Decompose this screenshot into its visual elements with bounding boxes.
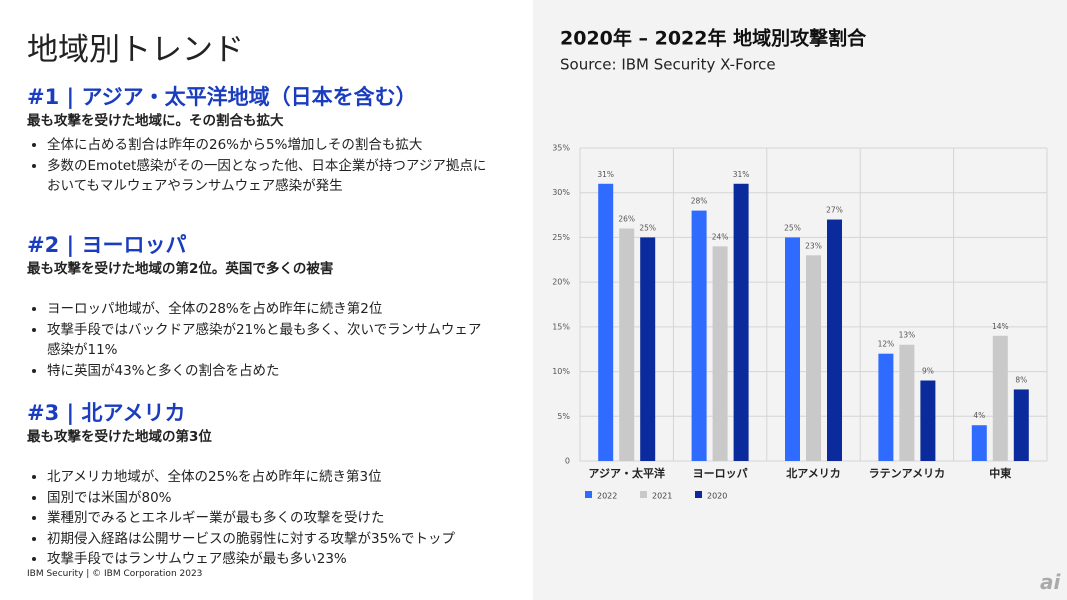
value-label: 9% [922,367,934,376]
x-tick-label: 北アメリカ [786,466,840,480]
bullet: 国別では米国が80% [47,488,487,509]
bullet: 攻撃手段ではバックドア感染が21%と最も多く、次いでランサムウェア感染が11% [47,320,487,361]
x-tick-label: ヨーロッパ [693,467,748,480]
bar [712,246,728,461]
value-label: 27% [826,206,843,215]
bar [971,425,987,461]
value-label: 25% [784,223,801,232]
bullet-list: 北アメリカ地域が、全体の25%を占め昨年に続き第3位国別では米国が80%業種別で… [27,467,487,570]
value-label: 25% [639,223,656,232]
bar [785,237,800,461]
bar [878,353,894,461]
value-label: 23% [805,241,822,250]
value-label: 8% [1015,375,1027,384]
value-label: 4% [973,411,985,420]
section-subheading: 最も攻撃を受けた地域の第2位。英国で多くの被害 [27,261,334,277]
y-tick-label: 35% [552,144,570,153]
bullet: 攻撃手段ではランサムウェア感染が最も多い23% [47,549,487,570]
bar [1013,389,1029,461]
bar [899,344,915,461]
x-tick-label: ラテンアメリカ [869,467,945,480]
x-tick-label: アジア・太平洋 [588,466,665,480]
section: #3 | 北アメリカ最も攻撃を受けた地域の第3位北アメリカ地域が、全体の25%を… [27,399,507,570]
y-tick-label: 30% [552,188,570,197]
legend-swatch [585,491,592,498]
value-label: 12% [878,340,895,349]
bar [691,210,707,461]
chart-subtitle: Source: IBM Security X-Force [560,56,776,74]
bullet: 特に英国が43%と多くの割合を占めた [47,361,487,382]
slide-title: 地域別トレンド [27,32,244,68]
bar [827,219,842,461]
section-subheading: 最も攻撃を受けた地域に。その割合も拡大 [27,113,284,129]
x-tick-label: 中東 [989,466,1012,480]
value-label: 14% [992,322,1009,331]
chart: 2020年 – 2022年 地域別攻撃割合 Source: IBM Securi… [552,27,1048,501]
y-tick-label: 0 [565,457,570,466]
section-heading: #2 | ヨーロッパ [27,233,187,257]
value-label: 13% [899,331,916,340]
section-subheading: 最も攻撃を受けた地域の第3位 [27,429,212,445]
value-label: 24% [712,232,729,241]
section-heading: #3 | 北アメリカ [27,401,186,425]
value-label: 28% [691,197,708,206]
value-label: 31% [733,170,750,179]
bullet: 初期侵入経路は公開サービスの脆弱性に対する攻撃が35%でトップ [47,529,487,550]
bullet-list: 全体に占める割合は昨年の26%から5%増加しその割合も拡大多数のEmotet感染… [27,135,487,197]
y-tick-label: 15% [552,322,570,331]
bar [920,380,936,461]
bullet: ヨーロッパ地域が、全体の28%を占め昨年に続き第2位 [47,299,487,320]
footer: IBM Security | © IBM Corporation 2023 [27,569,203,579]
legend-swatch [695,491,702,498]
bullet: 北アメリカ地域が、全体の25%を占め昨年に続き第3位 [47,467,487,488]
bar [619,228,635,461]
value-label: 31% [597,170,614,179]
logo: ai [1040,570,1061,594]
legend-swatch [640,491,647,498]
chart-title: 2020年 – 2022年 地域別攻撃割合 [560,27,867,50]
section: #1 | アジア・太平洋地域（日本を含む） 最も攻撃を受けた地域に。その割合も拡大… [27,83,507,197]
value-label: 26% [618,214,635,223]
bullet: 業種別でみるとエネルギー業が最も多くの攻撃を受けた [47,508,487,529]
bar [598,183,614,461]
legend-label: 2022 [597,492,617,501]
section: #2 | ヨーロッパ最も攻撃を受けた地域の第2位。英国で多くの被害ヨーロッパ地域… [27,231,507,381]
bullet: 全体に占める割合は昨年の26%から5%増加しその割合も拡大 [47,135,487,156]
bar [640,237,656,461]
bullet: 多数のEmotet感染がその一因となった他、日本企業が持つアジア拠点においてもマ… [47,156,487,197]
bar [733,183,749,461]
bullet-list: ヨーロッパ地域が、全体の28%を占め昨年に続き第2位攻撃手段ではバックドア感染が… [27,299,487,381]
y-tick-label: 5% [557,412,570,421]
y-tick-label: 10% [552,367,570,376]
legend-label: 2020 [707,492,727,501]
bar [806,255,821,461]
bar [992,335,1008,461]
y-tick-label: 20% [552,278,570,287]
section-heading: #1 | アジア・太平洋地域（日本を含む） [27,85,417,109]
legend-label: 2021 [652,492,672,501]
y-tick-label: 25% [552,233,570,242]
